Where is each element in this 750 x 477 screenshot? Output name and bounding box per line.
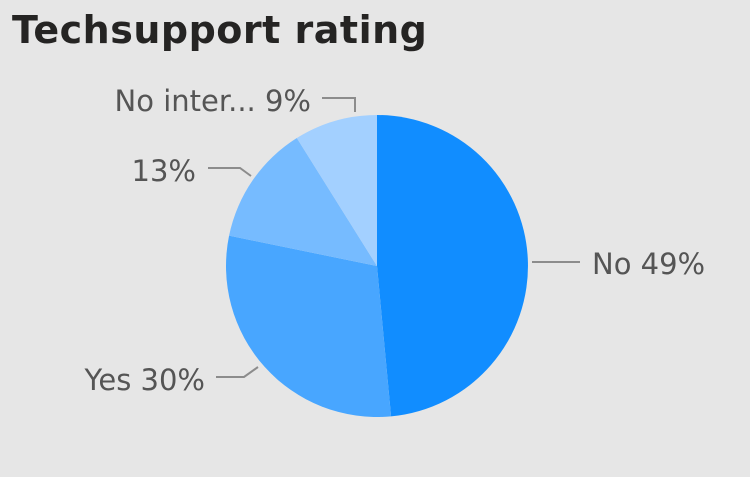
slice-data-label: Yes 30% bbox=[84, 363, 206, 397]
chart-title: Techsupport rating bbox=[12, 8, 428, 52]
pie-leader-lines bbox=[208, 97, 580, 378]
slice-data-label: No 49% bbox=[592, 247, 705, 281]
leader-line bbox=[322, 97, 356, 112]
pie-slices bbox=[226, 115, 528, 417]
pie-slice-unlabeled[interactable] bbox=[229, 138, 377, 266]
pie-slice-no[interactable] bbox=[377, 115, 528, 417]
pie-labels: No 49% Yes 30% 13% No inter... 9% bbox=[84, 84, 706, 397]
pie-slice-yes[interactable] bbox=[226, 235, 392, 417]
pie-slice-no-inter[interactable] bbox=[296, 115, 377, 266]
leader-line bbox=[216, 366, 259, 378]
slice-data-label: No inter... 9% bbox=[115, 84, 311, 118]
slice-data-label: 13% bbox=[132, 154, 196, 188]
leader-line bbox=[208, 167, 252, 177]
